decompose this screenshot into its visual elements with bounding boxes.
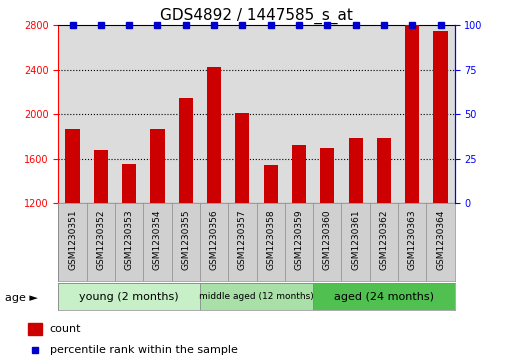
Bar [292, 146, 306, 203]
Text: middle aged (12 months): middle aged (12 months) [199, 292, 314, 301]
Bar [150, 129, 165, 203]
Text: GSM1230357: GSM1230357 [238, 209, 247, 270]
Bar [200, 283, 313, 310]
Text: GSM1230363: GSM1230363 [408, 209, 417, 270]
Text: GSM1230358: GSM1230358 [266, 209, 275, 270]
Bar [377, 138, 391, 203]
Bar [433, 31, 448, 203]
Text: GSM1230364: GSM1230364 [436, 209, 445, 270]
Text: GSM1230355: GSM1230355 [181, 209, 190, 270]
Text: GSM1230353: GSM1230353 [124, 209, 134, 270]
Bar [122, 164, 136, 203]
Title: GDS4892 / 1447585_s_at: GDS4892 / 1447585_s_at [160, 8, 353, 24]
Text: GSM1230352: GSM1230352 [97, 209, 105, 270]
Bar [27, 323, 42, 335]
Text: GSM1230359: GSM1230359 [295, 209, 303, 270]
Text: aged (24 months): aged (24 months) [334, 292, 434, 302]
Text: GSM1230354: GSM1230354 [153, 209, 162, 270]
Bar [207, 66, 221, 203]
Bar [405, 25, 419, 203]
Bar [235, 113, 249, 203]
Bar [66, 129, 80, 203]
Bar [313, 283, 455, 310]
Text: young (2 months): young (2 months) [79, 292, 179, 302]
Bar [94, 150, 108, 203]
Bar [264, 166, 278, 203]
Text: GSM1230362: GSM1230362 [379, 209, 389, 270]
Text: GSM1230361: GSM1230361 [351, 209, 360, 270]
Text: count: count [50, 324, 81, 334]
Bar [348, 138, 363, 203]
Text: percentile rank within the sample: percentile rank within the sample [50, 344, 237, 355]
Bar [179, 98, 193, 203]
Text: GSM1230351: GSM1230351 [68, 209, 77, 270]
Bar [58, 283, 200, 310]
Text: age ►: age ► [5, 293, 38, 303]
Text: GSM1230360: GSM1230360 [323, 209, 332, 270]
Text: GSM1230356: GSM1230356 [210, 209, 218, 270]
Bar [320, 148, 334, 203]
